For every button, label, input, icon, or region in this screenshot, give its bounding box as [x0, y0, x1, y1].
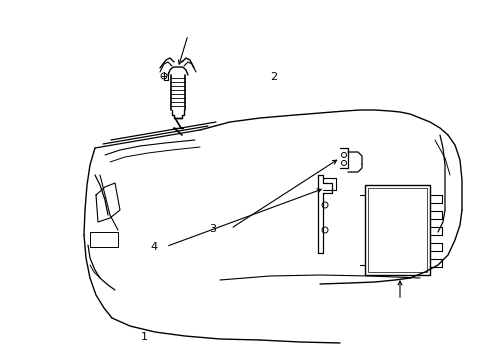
Text: 4: 4 — [150, 242, 157, 252]
Bar — [364, 185, 429, 275]
Text: 3: 3 — [209, 224, 216, 234]
Text: 1: 1 — [141, 332, 147, 342]
Text: 2: 2 — [270, 72, 277, 82]
Bar — [367, 188, 426, 272]
Bar — [90, 232, 118, 247]
